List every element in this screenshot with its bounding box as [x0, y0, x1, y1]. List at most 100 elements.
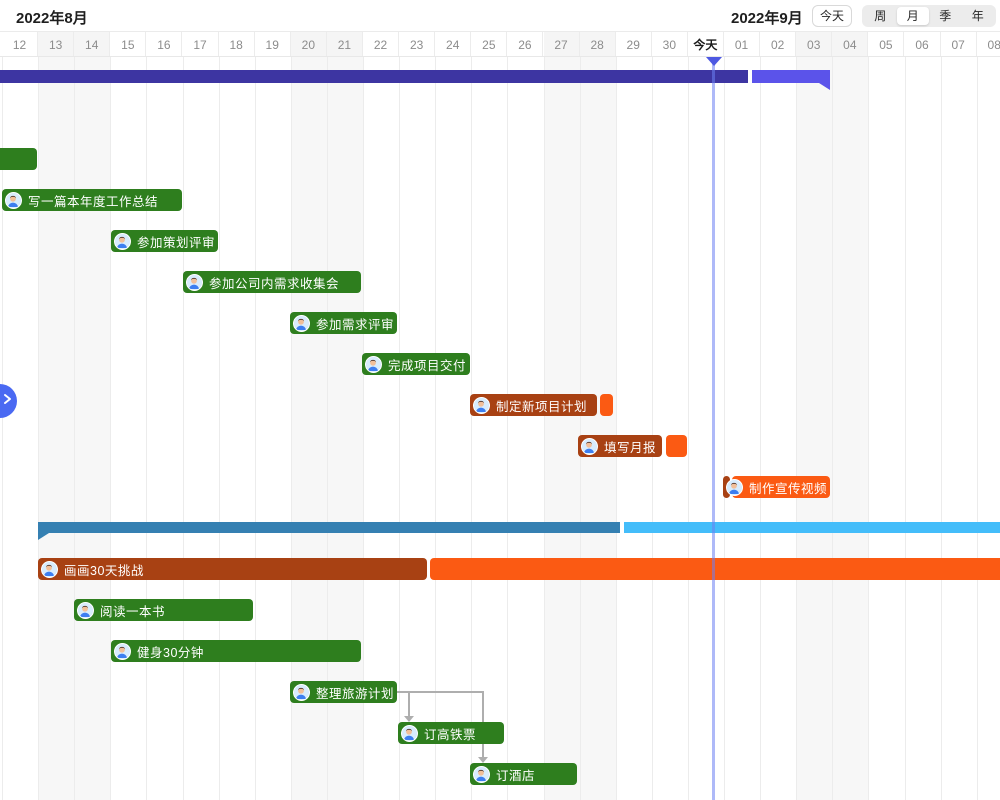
axis-day-03: 03	[796, 32, 833, 56]
chart-area: 写一篇本年度工作总结参加策划评审参加公司内需求收集会参加需求评审完成项目交付制定…	[0, 57, 1000, 800]
assignee-avatar-icon	[581, 437, 598, 455]
topbar: 2022年8月 2022年9月 今天 周月季 年	[0, 0, 1000, 32]
task-label: 参加公司内需求收集会	[209, 276, 340, 291]
task-overdue-segment	[38, 558, 427, 580]
weekend-column	[579, 57, 616, 800]
grid-line	[651, 57, 653, 800]
summary-work-project-bar[interactable]	[0, 70, 830, 90]
axis-day-01: 01	[724, 32, 761, 56]
task-remaining-segment	[732, 476, 830, 498]
view-option-年[interactable]: 年	[971, 9, 984, 23]
task-bar-content: 参加公司内需求收集会	[183, 273, 347, 292]
axis-day-26: 26	[507, 32, 544, 56]
grid-line	[290, 57, 292, 800]
task-bar-content: 写一篇本年度工作总结	[2, 191, 166, 210]
view-option-月[interactable]: 月	[896, 7, 929, 25]
task-bar[interactable]: 写一篇本年度工作总结	[2, 189, 182, 211]
task-bar[interactable]: 画画30天挑战	[38, 558, 1000, 580]
axis-day-17: 17	[183, 32, 219, 56]
axis-day-29: 29	[616, 32, 652, 56]
grid-line	[832, 57, 834, 800]
axis-day-21: 21	[326, 32, 363, 56]
task-bar[interactable]: 订高铁票	[398, 722, 504, 744]
grid-line	[796, 57, 798, 800]
summary-progress-done	[38, 522, 620, 533]
dependency-line	[397, 691, 484, 693]
axis-day-30: 30	[652, 32, 688, 56]
dependency-arrow-icon	[404, 716, 414, 722]
grid-line	[146, 57, 148, 800]
dependency-arrow-icon	[478, 757, 488, 763]
task-label: 健身30分钟	[137, 645, 204, 660]
task-label: 制定新项目计划	[496, 399, 588, 414]
summary-personal-plan-bar[interactable]	[38, 522, 1000, 540]
task-label: 制作宣传视频	[749, 481, 828, 496]
task-bar[interactable]: 阅读一本书	[74, 599, 253, 621]
task-bar[interactable]: 完成项目交付	[362, 353, 470, 375]
grid-line	[687, 57, 689, 800]
task-bar-content: 制定新项目计划	[470, 396, 595, 415]
task-overdue-segment	[578, 435, 662, 457]
assignee-avatar-icon	[114, 232, 131, 250]
grid-line	[435, 57, 437, 800]
axis-day-20: 20	[290, 32, 327, 56]
task-label: 订酒店	[496, 768, 536, 783]
task-bar[interactable]: 整理旅游计划	[290, 681, 397, 703]
assignee-avatar-icon	[473, 396, 490, 414]
assignee-avatar-icon	[726, 478, 743, 496]
axis-day-today: 今天	[688, 32, 724, 56]
axis-day-22: 22	[363, 32, 400, 56]
task-bar[interactable]: 制定新项目计划	[470, 394, 613, 416]
task-bar-content: 订高铁票	[398, 724, 484, 743]
task-label: 整理旅游计划	[316, 686, 395, 701]
task-bar[interactable]: 填写月报	[578, 435, 687, 457]
task-bar[interactable]	[0, 148, 37, 170]
task-bar[interactable]: 健身30分钟	[111, 640, 361, 662]
task-bar[interactable]: 参加策划评审	[111, 230, 218, 252]
assignee-avatar-icon	[473, 765, 490, 783]
grid-line	[254, 57, 256, 800]
axis-day-04: 04	[832, 32, 869, 56]
axis-day-13: 13	[38, 32, 75, 56]
axis-day-02: 02	[760, 32, 797, 56]
task-remaining-segment	[600, 394, 613, 416]
task-bar[interactable]: 订酒店	[470, 763, 577, 785]
assignee-avatar-icon	[401, 724, 418, 742]
axis-day-07: 07	[941, 32, 977, 56]
assignee-avatar-icon	[365, 355, 382, 373]
task-bar[interactable]: 参加需求评审	[290, 312, 397, 334]
axis-day-15: 15	[110, 32, 147, 56]
weekend-column	[74, 57, 111, 800]
grid-line	[399, 57, 401, 800]
expand-sidebar-button[interactable]	[0, 384, 17, 418]
grid-line	[615, 57, 617, 800]
view-option-季[interactable]: 季	[939, 9, 952, 23]
grid-line	[724, 57, 725, 800]
task-label: 写一篇本年度工作总结	[28, 194, 159, 209]
today-button[interactable]: 今天	[812, 5, 852, 27]
task-label: 画画30天挑战	[64, 563, 144, 578]
weekend-column	[290, 57, 327, 800]
axis-day-19: 19	[255, 32, 291, 56]
axis-day-12: 12	[2, 32, 39, 56]
assignee-avatar-icon	[77, 601, 94, 619]
weekend-column	[38, 57, 75, 800]
grid-line	[38, 57, 40, 800]
assignee-avatar-icon	[293, 683, 310, 701]
summary-tail	[38, 533, 49, 540]
grid-line	[110, 57, 112, 800]
task-remaining-segment	[430, 558, 1000, 580]
view-option-周[interactable]: 周	[874, 9, 887, 23]
grid-line	[326, 57, 328, 800]
summary-tail	[819, 83, 830, 90]
chevron-right-icon	[0, 392, 13, 410]
axis-day-08: 08	[977, 32, 1000, 56]
weekend-column	[832, 57, 869, 800]
task-bar[interactable]: 制作宣传视频	[723, 476, 830, 498]
month-label-right: 2022年9月	[731, 10, 803, 27]
task-bar-content: 整理旅游计划	[290, 683, 402, 702]
axis-day-28: 28	[579, 32, 616, 56]
task-bar[interactable]: 参加公司内需求收集会	[183, 271, 361, 293]
task-bar-content: 参加策划评审	[111, 232, 223, 251]
task-label: 完成项目交付	[388, 358, 467, 373]
